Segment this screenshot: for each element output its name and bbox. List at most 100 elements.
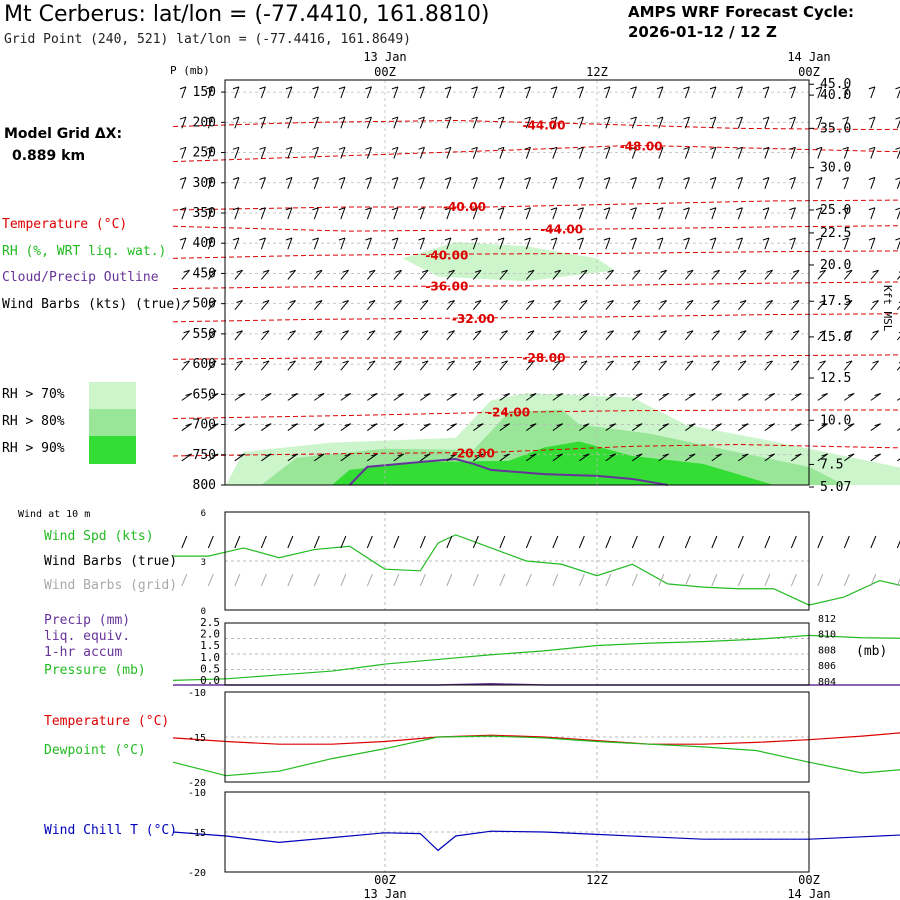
wind-barb xyxy=(552,147,558,159)
wind-barb xyxy=(499,423,510,432)
wind-barb xyxy=(711,237,717,250)
wind-barb-grid xyxy=(525,573,532,587)
wind-barb xyxy=(843,177,849,189)
wind-barb-flag xyxy=(365,146,372,150)
wind-barb-flag xyxy=(444,207,452,211)
wind-barb xyxy=(525,300,535,311)
temperature-contour xyxy=(172,144,900,163)
wind-barb xyxy=(578,147,584,159)
wind-barb xyxy=(181,86,187,99)
wind-barb xyxy=(870,360,879,371)
wind-barb-true xyxy=(234,535,241,549)
wind-barb xyxy=(419,330,429,341)
chill-panel-frame xyxy=(224,791,810,873)
wind-barb-true xyxy=(525,535,532,549)
wind-barb-flag xyxy=(397,453,404,457)
wind-barb xyxy=(578,86,584,99)
height-tick-label: 20.0 xyxy=(820,258,851,273)
wind-barb xyxy=(313,269,323,280)
wind-barb-flag xyxy=(450,393,457,396)
wind-barb-flag xyxy=(630,116,637,120)
wind-barb xyxy=(207,207,213,220)
wind-barb-grid xyxy=(181,573,188,587)
wind-barb xyxy=(446,116,452,129)
wind-barb-grid xyxy=(419,573,426,587)
wind-barb-flag xyxy=(477,423,484,427)
wind-barb xyxy=(738,453,749,462)
wind-barb xyxy=(366,177,372,189)
pressure-ytick: 808 xyxy=(818,645,836,656)
wind-barb-flag xyxy=(477,453,484,457)
wind-barb-flag xyxy=(474,269,482,273)
wind-barb xyxy=(631,207,637,220)
rh-80-label: RH > 80% xyxy=(2,414,65,429)
wind-barb xyxy=(446,393,457,401)
wind-barb-flag xyxy=(315,269,323,273)
wind-barb xyxy=(446,453,457,462)
wind-barb-flag xyxy=(895,207,900,211)
cycle-label: AMPS WRF Forecast Cycle: xyxy=(628,3,854,21)
wind-barb-flag xyxy=(289,269,296,273)
wind-barb xyxy=(287,360,296,371)
wind-barb xyxy=(340,86,346,99)
wind-barb-grid xyxy=(790,573,797,587)
top-time-label: 12Z xyxy=(586,65,608,79)
wind-barb xyxy=(711,393,722,401)
temperature-contour xyxy=(172,354,900,360)
wind-ytick: 6 xyxy=(201,509,206,519)
wind-barb xyxy=(525,86,531,99)
wind-barb xyxy=(843,116,849,129)
rh-70-swatch xyxy=(89,382,136,409)
wind-barb-flag xyxy=(762,116,770,120)
wind-barb xyxy=(446,177,452,189)
wind-barb-flag xyxy=(312,237,319,241)
wind-barb-flag xyxy=(238,393,245,396)
wind-barb xyxy=(737,86,743,99)
wind-barb xyxy=(340,423,351,432)
wind-barb-flag xyxy=(556,423,563,427)
wind-barb xyxy=(817,86,823,99)
wind-barb-flag xyxy=(315,330,323,334)
wind-barb xyxy=(313,207,319,220)
wind-barb xyxy=(578,269,588,280)
wind-barb xyxy=(234,453,245,462)
wind-barb xyxy=(473,393,484,401)
wind-barb-flag xyxy=(607,269,614,273)
dewpoint-series-label: Dewpoint (°C) xyxy=(44,743,146,758)
wind-barb xyxy=(711,147,717,159)
wind-barb-flag xyxy=(662,453,669,457)
wind-barb xyxy=(472,207,478,220)
wind-barb-flag xyxy=(285,207,293,211)
wind-barb xyxy=(366,86,372,99)
wind-barb xyxy=(658,207,664,220)
wind-barb xyxy=(684,86,690,99)
contour-label-5: -36.00 xyxy=(425,280,468,294)
pressure-ytick: 806 xyxy=(818,661,836,672)
wind-barb-flag xyxy=(660,269,667,273)
wind-barb-flag xyxy=(527,269,535,273)
wind-barb xyxy=(658,269,667,280)
precip-ytick: 1.5 xyxy=(200,639,220,652)
wind-barb-grid xyxy=(552,573,559,587)
wind-barb-flag xyxy=(792,330,800,334)
wind-barb xyxy=(446,86,452,99)
wind-barb-flag xyxy=(209,360,217,364)
wind-barb xyxy=(552,237,558,250)
wind-barb-flag xyxy=(265,393,272,396)
wind-barb-flag xyxy=(424,453,431,457)
wind-barb xyxy=(711,360,720,371)
wind-barb xyxy=(181,300,190,311)
wind-barb-true xyxy=(631,535,638,549)
wind-barb-flag xyxy=(550,86,558,90)
wind-barb xyxy=(208,393,219,401)
wind-barb xyxy=(658,423,669,432)
wind-barb-flag xyxy=(474,300,482,303)
wind-barb-flag xyxy=(289,360,296,364)
wind-barb-flag xyxy=(795,423,802,427)
legend-temperature: Temperature (°C) xyxy=(2,217,128,232)
wind-barb xyxy=(525,330,535,341)
pressure-tick-label: 550 xyxy=(193,327,216,342)
wind-barb xyxy=(605,300,614,311)
wind-barb-flag xyxy=(448,360,455,364)
wind-barb-flag xyxy=(418,146,425,150)
